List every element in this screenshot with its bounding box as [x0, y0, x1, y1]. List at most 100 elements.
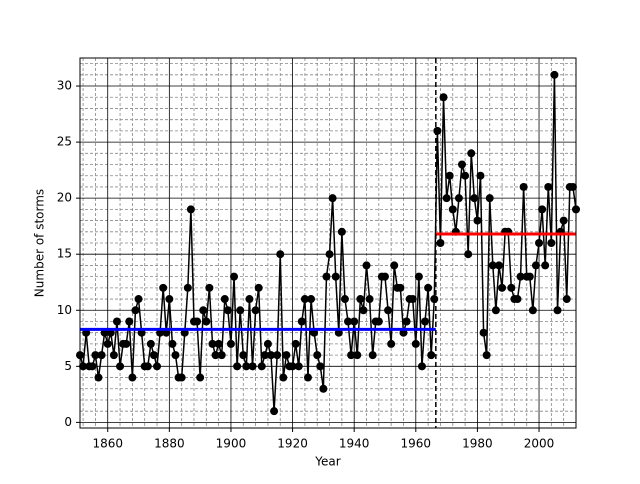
data-point: [276, 250, 285, 259]
y-tick-label: 15: [57, 247, 72, 261]
data-point: [254, 283, 263, 292]
data-point: [544, 182, 553, 191]
data-point: [488, 261, 497, 270]
x-axis-label: Year: [314, 455, 340, 469]
data-point: [525, 272, 534, 281]
data-point: [171, 351, 180, 360]
x-tick-label: 1920: [277, 437, 308, 451]
data-point: [208, 339, 217, 348]
data-point: [550, 70, 559, 79]
x-tick-label: 1960: [401, 437, 432, 451]
data-point: [430, 295, 439, 304]
data-point: [448, 205, 457, 214]
data-point: [270, 407, 279, 416]
data-point: [541, 261, 550, 270]
data-point: [313, 351, 322, 360]
data-point: [211, 351, 220, 360]
data-point: [454, 194, 463, 203]
data-point: [380, 272, 389, 281]
data-point: [458, 160, 467, 169]
data-point: [417, 362, 426, 371]
data-point: [365, 295, 374, 304]
data-point: [344, 317, 353, 326]
data-point: [553, 306, 562, 315]
data-point: [103, 339, 112, 348]
data-point: [226, 339, 235, 348]
y-tick-label: 10: [57, 303, 72, 317]
x-tick-label: 1940: [339, 437, 370, 451]
data-point: [239, 351, 248, 360]
data-point: [177, 373, 186, 382]
data-point: [337, 227, 346, 236]
data-point: [279, 373, 288, 382]
data-point: [205, 283, 214, 292]
data-point: [362, 261, 371, 270]
data-point: [125, 317, 134, 326]
data-point: [316, 362, 325, 371]
data-point: [233, 362, 242, 371]
x-tick-label: 1880: [154, 437, 185, 451]
data-point: [445, 171, 454, 180]
data-point: [485, 194, 494, 203]
data-point: [149, 351, 158, 360]
data-point: [359, 306, 368, 315]
data-point: [353, 351, 362, 360]
data-point: [291, 339, 300, 348]
data-point: [288, 362, 297, 371]
data-point: [88, 362, 97, 371]
data-point: [91, 351, 100, 360]
data-point: [245, 295, 254, 304]
data-point: [562, 295, 571, 304]
data-point: [273, 351, 282, 360]
x-tick-label: 1860: [92, 437, 123, 451]
data-point: [134, 295, 143, 304]
data-point: [396, 283, 405, 292]
data-point: [513, 295, 522, 304]
data-point: [535, 239, 544, 247]
data-point: [159, 283, 168, 292]
data-point: [531, 261, 540, 270]
data-point: [516, 272, 525, 281]
data-line: [79, 74, 577, 412]
data-point: [217, 351, 226, 360]
data-point: [331, 272, 340, 281]
x-tick-label: 1980: [462, 437, 493, 451]
data-point: [322, 272, 331, 281]
data-point: [402, 317, 411, 326]
data-point: [242, 362, 251, 371]
data-point: [374, 317, 383, 326]
data-point: [421, 317, 430, 326]
data-point: [282, 351, 291, 360]
data-point: [461, 171, 470, 180]
data-point: [470, 194, 479, 203]
data-point: [303, 373, 312, 382]
data-point: [568, 182, 577, 191]
y-axis-label: Number of storms: [33, 189, 47, 297]
data-point: [223, 306, 232, 315]
data-point: [116, 362, 125, 371]
data-point: [482, 351, 491, 360]
data-point: [473, 216, 482, 225]
data-point: [236, 306, 245, 315]
data-point: [424, 283, 433, 292]
data-point: [186, 205, 195, 214]
data-point: [479, 328, 488, 337]
data-point: [202, 317, 211, 326]
data-point: [498, 283, 507, 292]
data-point: [300, 295, 309, 304]
data-point: [442, 194, 451, 203]
data-point: [414, 272, 423, 281]
data-point: [196, 373, 205, 382]
data-point: [297, 317, 306, 326]
data-point: [519, 182, 528, 191]
data-point: [165, 295, 174, 304]
data-point: [260, 351, 269, 360]
data-point: [112, 317, 121, 326]
data-point: [319, 384, 328, 393]
data-point: [94, 373, 103, 382]
data-point: [143, 362, 152, 371]
data-point: [387, 339, 396, 348]
y-tick-label: 5: [64, 359, 72, 373]
data-point: [408, 295, 417, 304]
